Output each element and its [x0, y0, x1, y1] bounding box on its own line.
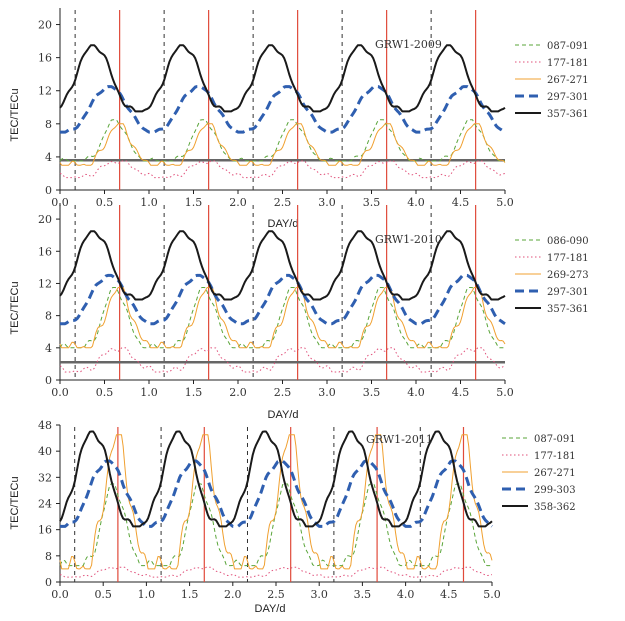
x-tick-label: 2.5: [267, 588, 285, 601]
y-tick-label: 8: [45, 550, 52, 563]
legend-label: 267-271: [547, 75, 589, 86]
series-line-177-181: [59, 566, 493, 578]
panel-title-2010: GRW1-2010: [375, 233, 442, 246]
legend-label: 357-361: [547, 304, 589, 315]
panel-grw1-2010: 0 4 8 12 16 20 0.0 0.5 1.0 1.5 2.0 2.5 3.0 3.5 4.0 4.5 5…: [38, 203, 589, 399]
x-tick-label: 0.5: [96, 196, 114, 209]
series-line-087-091: [59, 119, 506, 162]
x-tick-label: 4.0: [397, 588, 415, 601]
x-tick-label: 3.5: [363, 196, 381, 209]
y-tick-label: 20: [38, 213, 52, 226]
x-tick-label: 1.0: [140, 196, 158, 209]
x-tick-label: 0.0: [51, 386, 69, 399]
x-tick-label: 2.0: [229, 386, 247, 399]
series-line-299-303: [60, 459, 493, 528]
series-line-269-273: [59, 287, 506, 349]
x-axis-label-2010: DAY/d: [268, 409, 299, 421]
series-line-087-091: [59, 483, 493, 567]
x-tick-label: 4.5: [440, 588, 458, 601]
x-axis-label-2009: DAY/d: [268, 218, 299, 230]
series-line-357-361: [59, 44, 506, 113]
x-tick-label: 4.0: [407, 386, 425, 399]
y-tick-label: 40: [38, 445, 52, 458]
y-axis-label-2010: TEC/TECu: [9, 281, 21, 334]
legend-label: 267-271: [534, 468, 576, 479]
legend-label: 087-091: [547, 41, 589, 52]
y-tick-label: 4: [45, 342, 52, 355]
x-tick-label: 1.5: [185, 196, 203, 209]
panel-title-2011: GRW1-2011: [366, 433, 433, 446]
y-tick-label: 4: [45, 151, 52, 164]
y-tick-label: 0: [45, 576, 52, 589]
legend-label: 358-362: [534, 502, 576, 513]
x-tick-label: 2.5: [274, 196, 292, 209]
y-tick-label: 16: [38, 524, 52, 537]
series-line-177-181: [59, 160, 506, 179]
x-tick-label: 3.0: [318, 196, 336, 209]
y-tick-label: 20: [38, 19, 52, 32]
panel-grw1-2009: 0 4 8 12 16 20 0.0 0.5 1.0 1.5 2.0 2.5 3.0 3.5 4.0 4.5 5…: [38, 8, 589, 209]
x-tick-label: 4.5: [452, 386, 470, 399]
x-tick-label: 1.5: [185, 386, 203, 399]
series-line-357-361: [59, 230, 506, 301]
series-line-297-301: [60, 273, 506, 326]
y-tick-label: 8: [45, 118, 52, 131]
series-line-358-362: [59, 430, 493, 528]
x-tick-label: 1.0: [140, 386, 158, 399]
x-tick-label: 0.0: [51, 588, 69, 601]
legend-label: 177-181: [547, 58, 589, 69]
y-tick-label: 0: [45, 184, 52, 197]
y-tick-label: 12: [38, 85, 52, 98]
y-axis-label-2009: TEC/TECu: [9, 88, 21, 141]
y-tick-label: 32: [38, 471, 52, 484]
y-tick-label: 16: [38, 52, 52, 65]
x-tick-label: 0.0: [51, 196, 69, 209]
legend-label: 299-303: [534, 485, 576, 496]
panel-title-2009: GRW1-2009: [375, 38, 442, 51]
x-tick-label: 2.0: [224, 588, 242, 601]
x-tick-label: 1.5: [181, 588, 199, 601]
x-tick-label: 4.5: [452, 196, 470, 209]
x-axis-label-2011: DAY/d: [255, 603, 286, 615]
y-tick-label: 8: [45, 310, 52, 323]
legend-label: 357-361: [547, 109, 589, 120]
panel-grw1-2011: 0 8 16 24 32 40 48 0.0 0.5 1.0 1.5 2.0 2.5 3.0 3.5 4.0 4…: [38, 419, 576, 601]
y-tick-label: 24: [38, 498, 52, 511]
x-tick-label: 3.5: [354, 588, 372, 601]
legend-label: 297-301: [547, 287, 589, 298]
x-tick-label: 3.5: [363, 386, 381, 399]
y-tick-label: 0: [45, 374, 52, 387]
series-line-086-090: [59, 287, 506, 349]
legend-label: 177-181: [534, 451, 576, 462]
x-tick-label: 5.0: [496, 196, 514, 209]
series-line-267-271: [59, 123, 506, 166]
x-tick-label: 5.0: [483, 588, 501, 601]
x-tick-label: 5.0: [496, 386, 514, 399]
x-tick-label: 3.0: [310, 588, 328, 601]
x-tick-label: 1.0: [138, 588, 156, 601]
x-tick-label: 3.0: [318, 386, 336, 399]
x-tick-label: 0.5: [96, 386, 114, 399]
x-tick-label: 2.5: [274, 386, 292, 399]
y-axis-label-2011: TEC/TECu: [9, 476, 21, 529]
legend-label: 177-181: [547, 253, 589, 264]
series-line-267-271: [59, 434, 493, 570]
y-tick-label: 16: [38, 245, 52, 258]
legend-label: 297-301: [547, 92, 589, 103]
legend-label: 087-091: [534, 434, 576, 445]
series-line-297-301: [60, 85, 506, 134]
y-tick-label: 48: [38, 419, 52, 432]
legend-label: 269-273: [547, 270, 589, 281]
series-line-177-181: [59, 347, 506, 373]
x-tick-label: 2.0: [229, 196, 247, 209]
y-tick-label: 12: [38, 277, 52, 290]
x-tick-label: 4.0: [407, 196, 425, 209]
x-tick-label: 0.5: [94, 588, 112, 601]
legend-label: 086-090: [547, 236, 589, 247]
